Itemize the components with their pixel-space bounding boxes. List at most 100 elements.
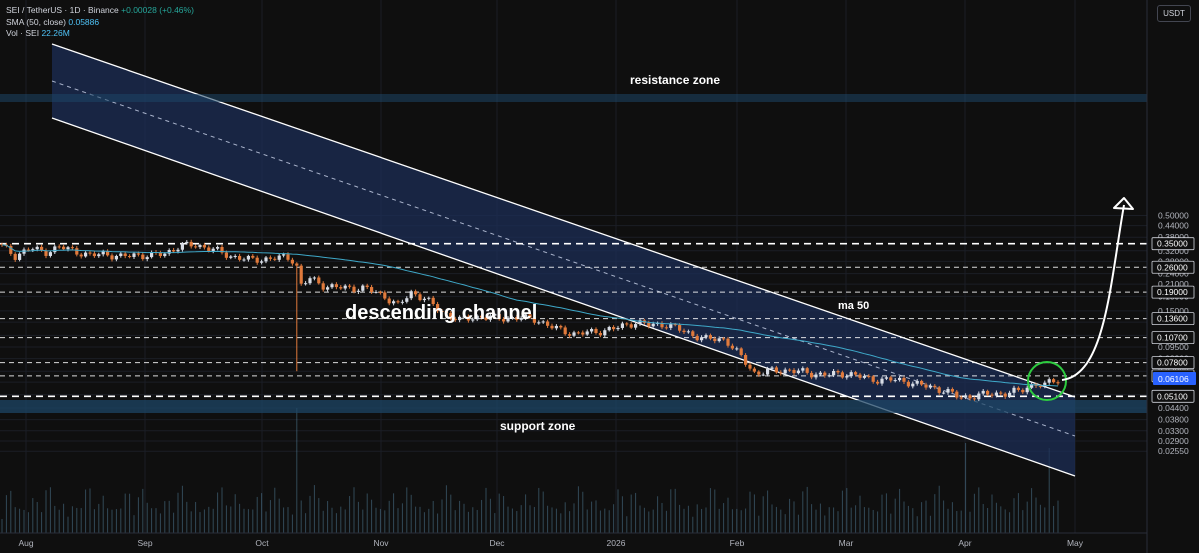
volume-bar	[366, 493, 368, 533]
volume-bar	[511, 508, 513, 533]
candle-body	[893, 380, 897, 382]
volume-bar	[437, 513, 439, 533]
volume-bar	[925, 500, 927, 533]
legend-sma-value: 0.05886	[68, 16, 100, 27]
volume-bar	[85, 489, 87, 533]
volume-bar	[186, 501, 188, 533]
candle-body	[1021, 389, 1025, 393]
volume-bar	[1053, 505, 1055, 533]
candle-body	[537, 322, 541, 324]
candle-body	[977, 393, 981, 400]
candle-body	[348, 285, 352, 287]
volume-bar	[569, 511, 571, 533]
candle-body	[35, 246, 39, 250]
volume-bar	[965, 443, 967, 533]
candle-body	[1030, 384, 1034, 388]
candle-body	[141, 254, 145, 260]
candle-body	[858, 374, 862, 378]
candle-body	[453, 318, 457, 321]
volume-bar	[652, 509, 654, 533]
candle-body	[884, 377, 888, 379]
candle-body	[145, 257, 149, 260]
candle-body	[730, 345, 734, 349]
volume-bar	[309, 495, 311, 533]
currency-button[interactable]: USDT	[1157, 5, 1191, 22]
volume-bar	[261, 493, 263, 533]
candle-body	[180, 243, 184, 250]
candle-body	[31, 249, 35, 251]
volume-bar	[995, 502, 997, 533]
candle-body	[528, 314, 532, 318]
y-tick-label-11: 0.09500	[1158, 342, 1189, 352]
candle-body	[0, 243, 4, 245]
candle-body	[810, 372, 814, 378]
volume-bar	[837, 511, 839, 533]
volume-bar	[335, 513, 337, 533]
candle-body	[673, 324, 677, 326]
volume-bar	[727, 497, 729, 533]
volume-bar	[503, 496, 505, 533]
volume-bar	[208, 506, 210, 533]
volume-bar	[604, 508, 606, 533]
x-tick-label-7: Mar	[839, 538, 854, 548]
candle-body	[128, 256, 132, 258]
level-badge-3	[1151, 312, 1195, 325]
candle-body	[295, 263, 299, 266]
volume-bar	[921, 502, 923, 533]
candle-body	[396, 301, 400, 303]
volume-bar	[485, 487, 487, 533]
volume-bar	[617, 489, 619, 533]
candle-body	[75, 248, 79, 255]
volume-bar	[379, 508, 381, 533]
volume-bar	[401, 503, 403, 533]
candle-body	[185, 241, 189, 244]
volume-bar	[815, 509, 817, 533]
candle-body	[356, 290, 360, 292]
level-label-4: 0.10700	[1157, 333, 1188, 343]
volume-bar	[133, 515, 135, 533]
volume-bar	[225, 505, 227, 533]
x-tick-label-9: May	[1067, 538, 1084, 548]
candle-body	[48, 252, 52, 256]
volume-bar	[49, 487, 51, 533]
volume-bar	[740, 510, 742, 533]
descending-channel	[52, 44, 1075, 476]
candle-body	[854, 372, 858, 375]
candle-body	[946, 388, 950, 393]
volume-bar	[1044, 507, 1046, 533]
candle-body	[801, 368, 805, 371]
candle-body	[713, 338, 717, 342]
candle-body	[590, 328, 594, 332]
projection-arrowhead	[1113, 197, 1134, 210]
candle-body	[264, 257, 268, 262]
candle-body	[695, 335, 699, 341]
candle-body	[458, 316, 462, 321]
candle-body	[607, 326, 611, 331]
volume-bar	[115, 509, 117, 533]
volume-bar	[1009, 512, 1011, 533]
candle-body	[761, 374, 765, 376]
volume-bar	[58, 509, 60, 533]
volume-bar	[582, 491, 584, 533]
candle-body	[748, 364, 752, 369]
volume-bar	[362, 509, 364, 533]
candle-body	[849, 372, 853, 377]
candle-body	[444, 311, 448, 313]
candle-body	[678, 325, 682, 331]
candle-body	[550, 325, 554, 329]
volume-bar	[969, 511, 971, 533]
candle-body	[519, 317, 523, 320]
legend-symbol: SEI / TetherUS · 1D · Binance	[6, 5, 119, 15]
volume-bar	[256, 496, 258, 533]
volume-bar	[322, 510, 324, 533]
volume-bar	[573, 503, 575, 533]
candle-body	[1025, 387, 1029, 393]
candle-body	[774, 367, 778, 373]
volume-bar	[489, 498, 491, 533]
horizontal-levels	[0, 242, 1147, 398]
volume-bar	[1035, 497, 1037, 533]
volume-bar	[371, 499, 373, 533]
volume-bar	[863, 507, 865, 533]
volume-bar	[709, 488, 711, 533]
